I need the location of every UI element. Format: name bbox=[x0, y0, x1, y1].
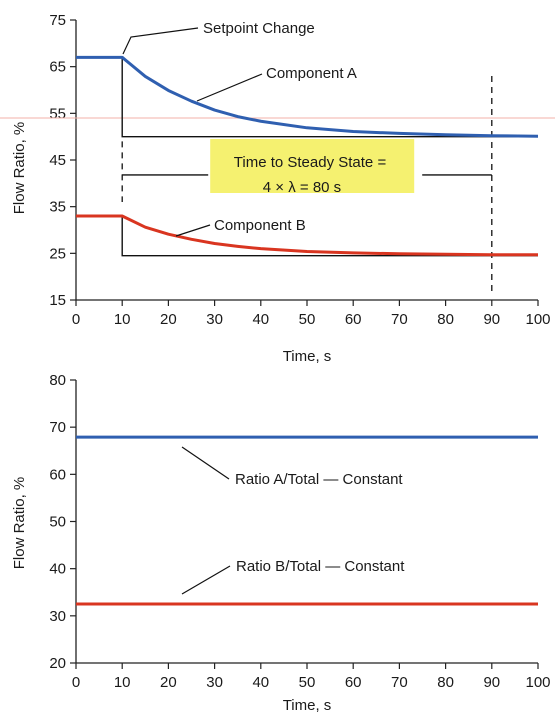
bottom-x-tick-label: 60 bbox=[345, 674, 362, 691]
ratio-b-leader bbox=[181, 565, 231, 595]
top-x-tick-label: 30 bbox=[206, 311, 223, 328]
top-x-tick-label: 10 bbox=[114, 311, 131, 328]
bottom-ylabel: Flow Ratio, % bbox=[11, 477, 28, 570]
ratio-a-label: Ratio A/Total — Constant bbox=[235, 471, 403, 488]
top-x-tick-label: 50 bbox=[299, 311, 316, 328]
top-x-tick-label: 60 bbox=[345, 311, 362, 328]
setpoint-leader bbox=[122, 27, 199, 55]
top-y-tick-label: 75 bbox=[49, 12, 66, 29]
steady-state-label-line1: Time to Steady State = bbox=[234, 154, 387, 171]
series-line-component-b bbox=[76, 214, 538, 257]
bottom-y-tick-label: 50 bbox=[49, 514, 66, 531]
bottom-x-tick-label: 90 bbox=[483, 674, 500, 691]
top-x-tick-label: 80 bbox=[437, 311, 454, 328]
series-line-component-a bbox=[76, 55, 539, 138]
bottom-y-tick-label: 30 bbox=[49, 608, 66, 625]
steady-state-highlight bbox=[210, 139, 415, 193]
top-x-tick-label: 20 bbox=[160, 311, 177, 328]
top-x-tick-label: 100 bbox=[525, 311, 550, 328]
chart-top: 15 25 35 45 55 65 75 0 10 20 30 40 50 60 70 80 90 100 bbox=[0, 12, 555, 328]
bottom-x-tick-label: 50 bbox=[299, 674, 316, 691]
chart-bottom: 20 30 40 50 60 70 80 0 10 20 30 40 50 60 70 80 90 100 bbox=[49, 372, 550, 691]
top-x-tick-label: 40 bbox=[252, 311, 269, 328]
bottom-y-tick-label: 20 bbox=[49, 655, 66, 672]
component-a-leader bbox=[196, 73, 263, 102]
setpoint-change-label: Setpoint Change bbox=[203, 20, 315, 37]
top-xlabel: Time, s bbox=[283, 348, 332, 365]
top-y-tick-label: 55 bbox=[49, 105, 66, 122]
component-b-leader bbox=[175, 224, 211, 237]
bottom-x-tick-label: 80 bbox=[437, 674, 454, 691]
top-ylabel: Flow Ratio, % bbox=[11, 122, 28, 215]
bottom-y-tick-label: 40 bbox=[49, 561, 66, 578]
bottom-x-tick-label: 70 bbox=[391, 674, 408, 691]
top-y-tick-label: 15 bbox=[49, 292, 66, 309]
ratio-a-leader bbox=[181, 446, 230, 480]
bottom-y-tick-label: 70 bbox=[49, 419, 66, 436]
bottom-xlabel: Time, s bbox=[283, 697, 332, 714]
steady-state-label-line2: 4 × λ = 80 s bbox=[263, 179, 341, 196]
bottom-x-tick-label: 30 bbox=[206, 674, 223, 691]
component-b-label: Component B bbox=[214, 217, 306, 234]
bottom-x-tick-label: 40 bbox=[252, 674, 269, 691]
ratio-b-label: Ratio B/Total — Constant bbox=[236, 558, 405, 575]
top-x-tick-label: 0 bbox=[72, 311, 80, 328]
bottom-x-tick-label: 10 bbox=[114, 674, 131, 691]
top-y-tick-label: 45 bbox=[49, 152, 66, 169]
bottom-x-tick-label: 100 bbox=[525, 674, 550, 691]
setpoint-step-b bbox=[76, 215, 538, 257]
component-a-label: Component A bbox=[266, 65, 357, 82]
bottom-x-tick-label: 20 bbox=[160, 674, 177, 691]
top-y-tick-label: 35 bbox=[49, 199, 66, 216]
top-y-tick-label: 25 bbox=[49, 245, 66, 262]
bottom-y-tick-label: 60 bbox=[49, 466, 66, 483]
top-x-tick-label: 90 bbox=[483, 311, 500, 328]
bottom-y-tick-label: 80 bbox=[49, 372, 66, 389]
bottom-x-tick-label: 0 bbox=[72, 674, 80, 691]
top-y-tick-label: 65 bbox=[49, 59, 66, 76]
top-x-tick-label: 70 bbox=[391, 311, 408, 328]
